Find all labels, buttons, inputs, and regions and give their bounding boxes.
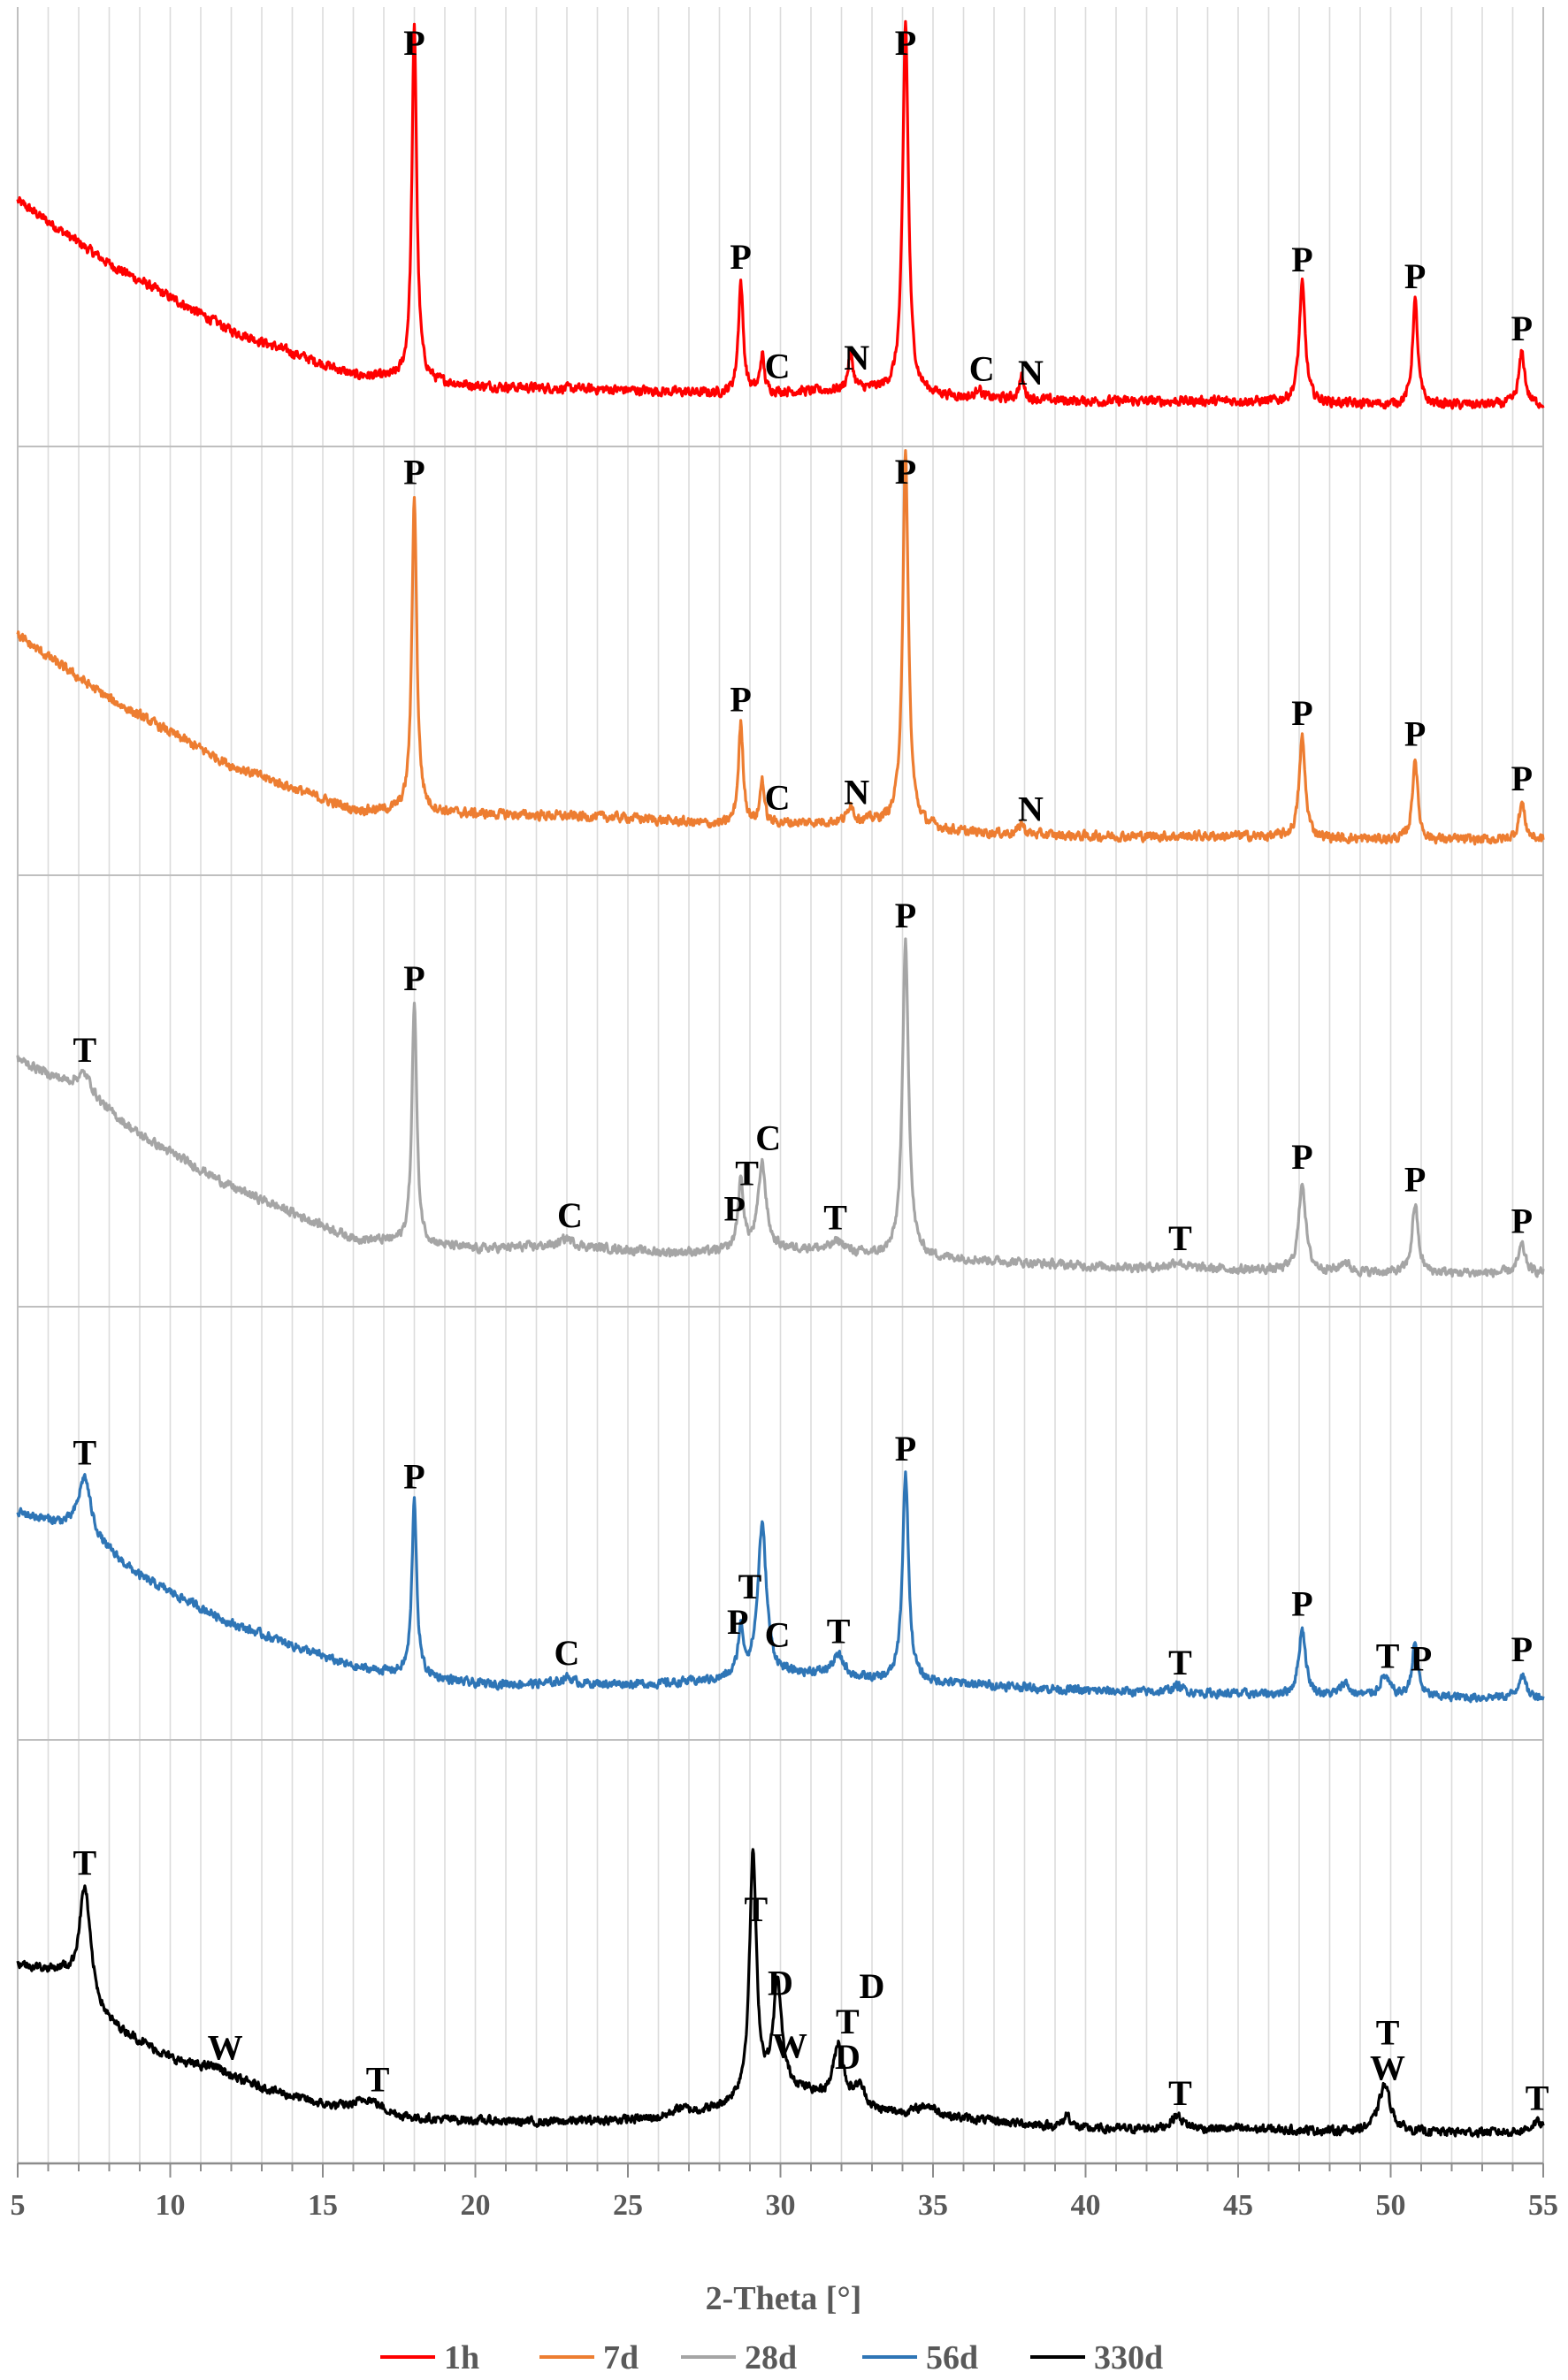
peak-label: T bbox=[836, 2002, 860, 2041]
peak-label: P bbox=[403, 958, 425, 998]
peak-label: P bbox=[895, 1429, 916, 1468]
x-tick-label: 50 bbox=[1376, 2189, 1406, 2222]
x-tick-label: 20 bbox=[461, 2189, 491, 2222]
legend: 1h 7d 28d 56d 330d bbox=[380, 2339, 1163, 2376]
peak-label: P bbox=[1291, 1137, 1312, 1177]
peak-label: N bbox=[1018, 353, 1044, 393]
series-layer bbox=[16, 19, 1545, 2139]
legend-label: 330d bbox=[1094, 2339, 1163, 2376]
peak-label: T bbox=[1168, 2073, 1192, 2113]
legend-item-330d: 330d bbox=[1030, 2339, 1163, 2376]
x-tick-label: 15 bbox=[308, 2189, 338, 2222]
peak-label: P bbox=[727, 1602, 748, 1642]
peak-label: P bbox=[403, 23, 425, 63]
peak-label: P bbox=[1291, 693, 1312, 733]
legend-label: 56d bbox=[926, 2339, 978, 2376]
peak-label: N bbox=[1018, 789, 1044, 828]
peak-label: P bbox=[1404, 713, 1426, 753]
peak-label: T bbox=[73, 1842, 97, 1882]
peak-label: T bbox=[1168, 1218, 1192, 1258]
peak-label: P bbox=[730, 679, 751, 719]
peak-label: P bbox=[1511, 759, 1533, 798]
peak-label: T bbox=[1376, 2013, 1400, 2053]
peak-label: P bbox=[730, 237, 751, 277]
peak-label: T bbox=[73, 1433, 97, 1473]
peak-label: T bbox=[1376, 1636, 1400, 1675]
peak-label: P bbox=[1511, 1201, 1533, 1241]
peak-label: P bbox=[1291, 1583, 1312, 1623]
peak-label: W bbox=[1370, 2048, 1405, 2088]
peak-label: P bbox=[895, 896, 916, 935]
peak-label: P bbox=[895, 452, 916, 492]
series-line-7d bbox=[16, 449, 1545, 846]
x-tick-label: 40 bbox=[1071, 2189, 1101, 2222]
peak-label: P bbox=[1404, 256, 1426, 296]
peak-label: T bbox=[738, 1567, 762, 1606]
x-tick-label: 30 bbox=[766, 2189, 796, 2222]
panel-separators bbox=[17, 7, 1544, 2163]
peak-label: C bbox=[969, 348, 995, 388]
x-axis: 5 10 15 20 25 30 35 40 45 50 55 bbox=[11, 2162, 1558, 2222]
series-line-330d bbox=[16, 1848, 1545, 2139]
peak-label: D bbox=[768, 1963, 793, 2002]
x-tick-label: 55 bbox=[1528, 2189, 1558, 2222]
x-tick-label: 45 bbox=[1223, 2189, 1253, 2222]
peak-label: P bbox=[1411, 1638, 1432, 1678]
peak-label: P bbox=[403, 1457, 425, 1497]
peak-label: T bbox=[1168, 1643, 1192, 1682]
legend-label: 28d bbox=[745, 2339, 797, 2376]
peak-label: C bbox=[765, 1615, 791, 1655]
peak-label: C bbox=[755, 1118, 781, 1157]
peak-label: T bbox=[827, 1611, 851, 1651]
peak-label: T bbox=[73, 1030, 97, 1070]
peak-label: P bbox=[1511, 1629, 1533, 1669]
peak-label: P bbox=[895, 23, 916, 63]
legend-item-7d: 7d bbox=[539, 2339, 639, 2376]
peak-label: P bbox=[403, 452, 425, 492]
peak-label: P bbox=[1404, 1160, 1426, 1200]
legend-item-1h: 1h bbox=[380, 2339, 479, 2376]
peak-label: W bbox=[208, 2028, 243, 2068]
x-tick-label: 10 bbox=[156, 2189, 186, 2222]
peak-label: W bbox=[772, 2026, 807, 2066]
peak-label: P bbox=[1511, 309, 1533, 348]
legend-item-28d: 28d bbox=[681, 2339, 797, 2376]
peak-label: C bbox=[557, 1195, 583, 1235]
peak-label: T bbox=[735, 1153, 759, 1193]
series-line-1h bbox=[16, 19, 1545, 410]
legend-label: 7d bbox=[603, 2339, 639, 2376]
peak-label: D bbox=[860, 1966, 885, 2006]
x-tick-label: 35 bbox=[918, 2189, 948, 2222]
peak-label: P bbox=[724, 1188, 746, 1228]
series-line-28d bbox=[16, 937, 1545, 1278]
vertical-gridlines bbox=[17, 7, 1544, 2163]
peak-label: T bbox=[366, 2060, 390, 2100]
peak-label: C bbox=[555, 1633, 580, 1673]
peak-label: T bbox=[823, 1197, 847, 1237]
legend-label: 1h bbox=[444, 2339, 479, 2376]
peak-label: N bbox=[844, 338, 869, 378]
peak-label: C bbox=[765, 347, 791, 386]
peak-label: T bbox=[745, 1889, 769, 1929]
x-axis-title: 2-Theta [°] bbox=[706, 2280, 862, 2317]
peak-label: T bbox=[1526, 2078, 1549, 2117]
series-line-56d bbox=[16, 1470, 1545, 1704]
peak-label: C bbox=[765, 777, 791, 817]
peak-label: P bbox=[1291, 240, 1312, 279]
x-tick-label: 25 bbox=[613, 2189, 643, 2222]
peak-label: N bbox=[844, 772, 869, 812]
peak-label: D bbox=[835, 2037, 860, 2077]
x-tick-label: 5 bbox=[11, 2189, 26, 2222]
legend-item-56d: 56d bbox=[862, 2339, 978, 2376]
